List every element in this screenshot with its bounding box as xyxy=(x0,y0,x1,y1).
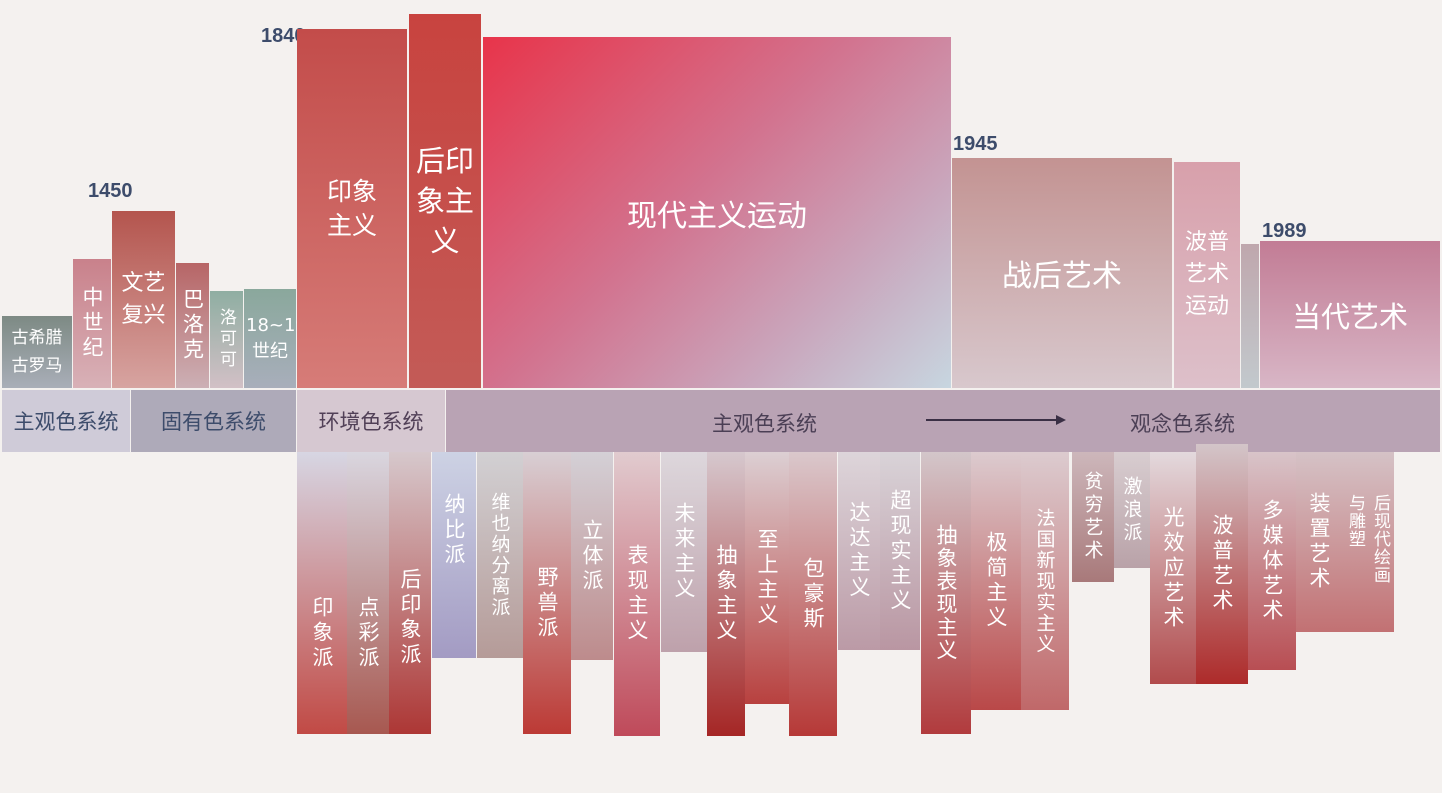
movement-vienna-secession: 维也纳分离派 xyxy=(477,452,523,658)
period-baroque: 巴洛克 xyxy=(176,263,209,388)
band-subjective-color-2-label: 主观色系统 xyxy=(712,412,817,436)
period-modernism-label: 现代主义运动 xyxy=(627,198,807,234)
band-inherent-color-label: 固有色系统 xyxy=(161,410,266,434)
movement-abstract-expressionism-label: 抽象表现主义 xyxy=(934,524,958,662)
period-pop-art: 波普艺术运动 xyxy=(1174,162,1240,388)
movement-pop: 波普艺术 xyxy=(1196,444,1248,684)
band-environmental-color-label: 环境色系统 xyxy=(318,410,424,434)
movement-dadaism-label: 达达主义 xyxy=(847,501,871,601)
movement-french-new-realism-label: 法国新现实主义 xyxy=(1033,507,1056,655)
period-rococo: 洛可可 xyxy=(210,291,243,388)
band-subjective-color-1-label: 主观色系统 xyxy=(13,410,119,434)
movement-gutai: 激浪派 xyxy=(1114,452,1150,568)
movement-multimedia-label: 多媒体艺术 xyxy=(1260,498,1284,624)
movement-fauvism-label: 野兽派 xyxy=(535,565,559,641)
period-post-impressionism-label: 后印象主义 xyxy=(415,144,474,258)
period-postwar-label: 战后艺术 xyxy=(1002,259,1122,294)
period-postwar: 战后艺术 xyxy=(952,158,1172,388)
movement-postmodern-painting-label: 后现代绘画与雕塑 xyxy=(1345,494,1390,584)
period-ancient: 古希腊古罗马 xyxy=(2,316,72,388)
movement-suprematism: 至上主义 xyxy=(745,452,789,704)
year-1840-label: 1840 xyxy=(261,25,306,47)
movement-fauvism: 野兽派 xyxy=(523,452,571,734)
movement-abstractionism: 抽象主义 xyxy=(707,452,745,736)
movement-pop-label: 波普艺术 xyxy=(1210,514,1234,614)
movement-abstract-expressionism: 抽象表现主义 xyxy=(921,452,971,734)
band-conceptual-color-label: 观念色系统 xyxy=(1130,412,1235,436)
movement-minimalism: 极简主义 xyxy=(971,452,1021,710)
period-impressionism: 印象主义 xyxy=(297,29,407,388)
movement-cubism-label: 立体派 xyxy=(580,518,604,594)
movement-surrealism-label: 超现实主义 xyxy=(888,488,912,614)
movement-installation-label: 装置艺术 xyxy=(1307,492,1331,592)
movement-impressionist: 印象派 xyxy=(297,452,347,734)
period-post-impressionism: 后印象主义 xyxy=(409,14,481,388)
period-renaissance: 文艺复兴 xyxy=(112,211,175,388)
movement-cubism: 立体派 xyxy=(571,452,613,660)
movement-pointillism-label: 点彩派 xyxy=(356,595,380,671)
movement-multimedia: 多媒体艺术 xyxy=(1248,452,1296,670)
period-pop-art-label: 波普艺术运动 xyxy=(1184,230,1229,319)
period-ancient-label: 古希腊古罗马 xyxy=(11,328,63,376)
movement-impressionist-label: 印象派 xyxy=(310,595,334,671)
movement-postmodern-painting: 后现代绘画与雕塑 xyxy=(1342,452,1394,632)
movement-op-art-label: 光效应艺术 xyxy=(1161,505,1185,631)
movement-bauhaus-label: 包豪斯 xyxy=(801,556,825,632)
movement-nabis: 纳比派 xyxy=(432,452,476,658)
band-subjective-color-1: 主观色系统 xyxy=(2,390,130,452)
period-modernism: 现代主义运动 xyxy=(483,37,951,388)
movement-dadaism: 达达主义 xyxy=(838,452,880,650)
period-medieval: 中世纪 xyxy=(73,259,111,388)
movement-expressionism-label: 表现主义 xyxy=(625,544,649,644)
movement-op-art: 光效应艺术 xyxy=(1150,452,1196,684)
period-impressionism-label: 印象主义 xyxy=(326,176,377,240)
period-baroque-label: 巴洛克 xyxy=(180,288,205,363)
movement-post-impressionist-label: 后印象派 xyxy=(398,568,422,668)
period-contemporary: 当代艺术 xyxy=(1260,241,1440,388)
movement-bauhaus: 包豪斯 xyxy=(789,452,837,736)
movement-pointillism: 点彩派 xyxy=(347,452,389,734)
movement-surrealism: 超现实主义 xyxy=(880,452,920,650)
band-inherent-color: 固有色系统 xyxy=(131,390,296,452)
movement-arte-povera-label: 贫穷艺术 xyxy=(1081,471,1104,563)
movement-arte-povera: 贫穷艺术 xyxy=(1072,452,1114,582)
movement-post-impressionist: 后印象派 xyxy=(389,452,431,734)
movement-futurism-label: 未来主义 xyxy=(672,502,696,602)
period-18-19-century: 18~19世纪 xyxy=(244,289,307,388)
movement-french-new-realism: 法国新现实主义 xyxy=(1021,452,1069,710)
movement-suprematism-label: 至上主义 xyxy=(755,528,779,628)
period-renaissance-label: 文艺复兴 xyxy=(121,270,166,328)
movement-nabis-label: 纳比派 xyxy=(442,492,466,568)
band-environmental-color: 环境色系统 xyxy=(297,390,445,452)
period-contemporary-label: 当代艺术 xyxy=(1291,299,1408,334)
year-1989-label: 1989 xyxy=(1262,220,1307,242)
movement-installation: 装置艺术 xyxy=(1296,452,1342,632)
period-rococo-label: 洛可可 xyxy=(216,308,236,371)
movement-gutai-label: 激浪派 xyxy=(1120,475,1143,545)
movement-abstractionism-label: 抽象主义 xyxy=(714,544,738,644)
movement-vienna-secession-label: 维也纳分离派 xyxy=(488,492,511,618)
period-medieval-label: 中世纪 xyxy=(80,286,104,361)
movement-expressionism: 表现主义 xyxy=(614,452,660,736)
period-18-19-label: 18~19世纪 xyxy=(246,314,307,362)
band-arrow xyxy=(926,415,1066,425)
year-1450-label: 1450 xyxy=(88,180,133,202)
movement-minimalism-label: 极简主义 xyxy=(984,531,1008,631)
year-1945-label: 1945 xyxy=(953,133,998,155)
movement-futurism: 未来主义 xyxy=(661,452,707,652)
period-gap-1989 xyxy=(1241,244,1259,388)
